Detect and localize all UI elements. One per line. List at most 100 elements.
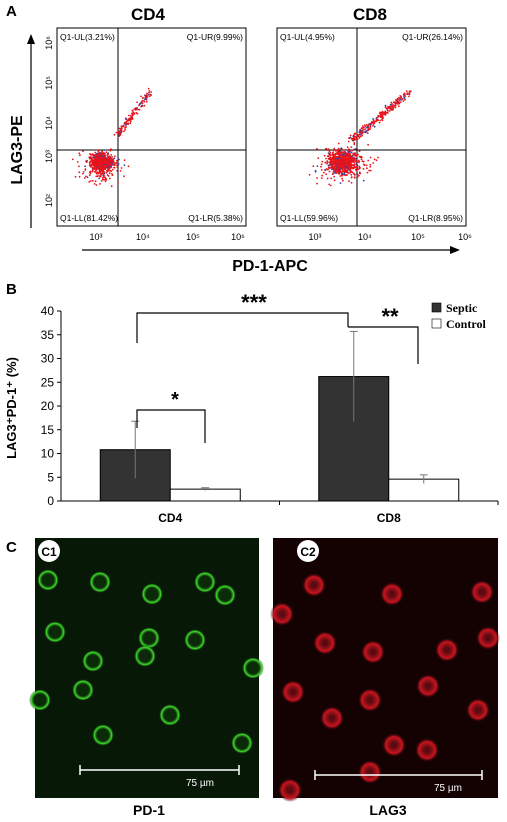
flow-event-dot: [120, 129, 122, 132]
flow-event-dot: [324, 169, 327, 172]
flow-event-dot: [111, 174, 114, 177]
flow-event-dot: [102, 155, 105, 158]
flow-event-dot: [94, 154, 97, 156]
flow-event-dot: [105, 151, 108, 154]
flow-event-dot: [94, 151, 97, 154]
flow-event-dot: [74, 175, 77, 178]
flow-event-dot: [404, 95, 407, 97]
flow-event-dot: [316, 165, 319, 168]
flow-event-dot: [135, 111, 138, 114]
flow-x-tick-label: 10⁵: [411, 232, 425, 242]
flow-event-dot: [138, 103, 141, 106]
flow-event-dot: [377, 156, 379, 159]
flow-event-dot: [344, 156, 347, 159]
flow-x-tick-label: 10³: [89, 232, 102, 242]
flow-event-dot: [137, 108, 140, 111]
cd4-ll-label: Q1-LL(81.42%): [60, 213, 118, 223]
flow-event-dot: [110, 166, 113, 169]
flow-event-dot: [125, 118, 127, 121]
flow-event-dot: [327, 157, 330, 160]
flow-event-dot: [357, 134, 360, 136]
flow-event-dot: [356, 153, 358, 156]
flow-event-dot: [143, 100, 146, 103]
flow-event-dot: [404, 98, 406, 101]
flow-event-dot: [123, 175, 125, 178]
flow-event-dot: [334, 155, 336, 158]
flow-event-dot: [366, 132, 369, 135]
flow-event-dot: [317, 157, 320, 160]
flow-event-dot: [93, 183, 96, 185]
lag3-cell: [313, 631, 337, 655]
flow-event-dot: [93, 166, 96, 169]
flow-event-dot: [397, 105, 400, 107]
flow-event-dot: [110, 148, 112, 151]
flow-event-dot: [321, 174, 324, 177]
flow-event-dot: [408, 93, 410, 95]
flow-event-dot: [100, 162, 102, 165]
flow-event-dot: [364, 128, 367, 131]
flow-event-dot: [104, 176, 107, 179]
flow-event-dot: [106, 170, 109, 173]
flow-event-dot: [320, 163, 323, 166]
flow-event-dot: [372, 124, 374, 127]
flow-event-dot: [141, 99, 144, 102]
flow-event-dot: [113, 133, 116, 136]
flow-event-dot: [335, 170, 338, 172]
flow-event-dot: [334, 165, 337, 168]
flow-event-dot: [358, 150, 361, 153]
flow-event-dot: [386, 109, 389, 112]
flow-event-dot: [116, 166, 119, 169]
flow-event-dot: [340, 154, 342, 156]
flow-event-dot: [365, 130, 368, 133]
flow-event-dot: [353, 176, 356, 179]
pd1-cell: [141, 583, 163, 605]
flow-event-dot: [84, 165, 86, 168]
flow-event-dot: [358, 136, 361, 139]
flow-event-dot: [308, 173, 311, 176]
flow-event-dot: [129, 122, 132, 125]
flow-event-dot: [372, 162, 375, 164]
flow-event-dot: [100, 169, 103, 172]
legend-septic-label: Septic: [446, 301, 478, 315]
flow-event-dot: [341, 164, 344, 167]
flow-event-dot: [94, 164, 97, 167]
x-axis-label: PD-1-APC: [232, 258, 308, 275]
flow-event-dot: [361, 127, 364, 130]
flow-event-dot: [78, 175, 81, 178]
flow-event-dot: [333, 153, 336, 156]
flow-event-dot: [337, 166, 340, 169]
bar-y-tick-label: 25: [41, 375, 55, 389]
flow-event-dot: [349, 169, 351, 172]
flow-event-dot: [349, 163, 351, 166]
pd1-cell: [37, 569, 59, 591]
flow-event-dot: [102, 160, 105, 163]
flow-event-dot: [123, 159, 126, 162]
flow-event-dot: [350, 166, 353, 169]
flow-event-dot: [392, 107, 395, 109]
flow-event-dot: [131, 109, 134, 112]
flow-event-dot: [91, 159, 94, 162]
flow-event-dot: [104, 154, 107, 157]
flow-event-dot: [398, 102, 401, 105]
flow-event-dot: [395, 99, 398, 101]
lag3-cell: [476, 626, 500, 650]
flow-event-dot: [326, 177, 329, 180]
flow-y-tick-label: 10³: [44, 150, 54, 163]
lag3-stained-cells: [270, 573, 500, 802]
flow-event-dot: [350, 176, 353, 179]
flow-event-dot: [119, 170, 122, 172]
scale-label-pd1: 75 µm: [186, 778, 214, 789]
flow-event-dot: [110, 170, 113, 173]
cd4-ul-label: Q1-UL(3.21%): [60, 32, 115, 42]
flow-event-dot: [396, 97, 399, 100]
flow-event-dot: [351, 171, 354, 174]
flow-event-dot: [350, 146, 353, 149]
flow-event-dot: [96, 149, 99, 152]
pd1-cell: [138, 627, 160, 649]
flow-event-dot: [321, 160, 324, 163]
y-axis-arrowhead: [27, 34, 35, 44]
flow-event-dot: [335, 149, 338, 152]
flow-event-dot: [349, 167, 352, 170]
flow-event-dot: [353, 148, 356, 151]
flow-event-dot: [337, 147, 340, 150]
